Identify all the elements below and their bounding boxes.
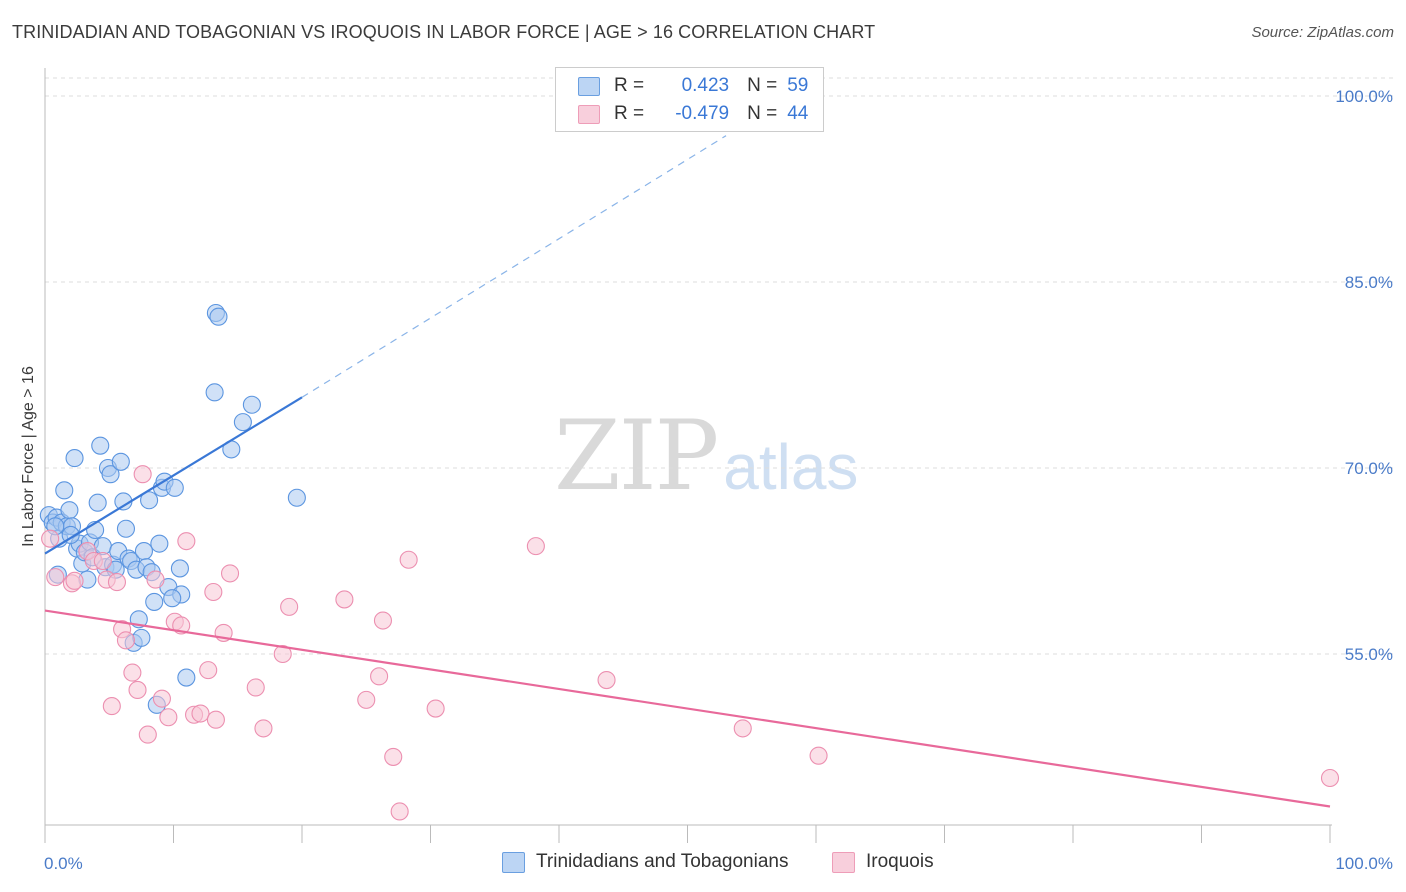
trinidadian-point — [101, 465, 120, 484]
iroquois-point — [246, 678, 265, 697]
series-legend: Trinidadians and Tobagonians Iroquois — [0, 851, 1406, 879]
iroquois-point — [335, 590, 354, 609]
iroquois-point — [370, 667, 389, 686]
legend-item-iroquois: Iroquois — [832, 851, 934, 873]
trinidadian-point — [205, 383, 224, 402]
y-tick-label: 85.0% — [1345, 273, 1393, 292]
trinidadian-point — [177, 668, 196, 687]
legend-label-iroquois: Iroquois — [866, 851, 934, 872]
r-value: 0.423 — [681, 75, 730, 96]
stats-legend: R = 0.423 N = 59 R = -0.479 N = 44 — [555, 67, 824, 132]
trinidadian-point — [165, 478, 184, 497]
iroquois-point — [526, 537, 545, 556]
trinidadian-point — [209, 307, 228, 326]
iroquois-point — [373, 611, 393, 630]
n-label: N = — [747, 103, 778, 124]
trinidadian-trend-line — [44, 396, 303, 555]
iroquois-point — [138, 725, 157, 744]
iroquois-point — [191, 704, 210, 723]
trinidadian-point — [132, 628, 151, 647]
n-value: 59 — [787, 75, 809, 96]
legend-swatch-iroquois — [832, 851, 855, 873]
iroquois-point — [152, 689, 171, 708]
watermark-atlas: atlas — [723, 431, 859, 503]
iroquois-point — [128, 680, 147, 700]
iroquois-trend-line — [44, 609, 1331, 808]
iroquois-point — [123, 663, 142, 682]
iroquois-point — [204, 582, 223, 602]
trinidadian-point — [91, 436, 110, 455]
iroquois-point — [733, 719, 752, 738]
iroquois-point — [384, 747, 403, 766]
iroquois-point — [102, 697, 121, 716]
iroquois-point — [273, 644, 292, 664]
trinidadian-point — [170, 559, 189, 578]
stats-legend-row-iroquois: R = -0.479 N = 44 — [578, 102, 808, 126]
y-tick-label: 70.0% — [1345, 459, 1393, 478]
y-tick-label: 55.0% — [1345, 645, 1393, 664]
iroquois-point — [146, 570, 165, 589]
iroquois-point — [357, 690, 376, 709]
trinidadian-point — [88, 493, 107, 512]
iroquois-point — [65, 571, 84, 590]
trinidadian-point — [150, 534, 169, 553]
iroquois-point — [177, 532, 196, 551]
iroquois-point — [254, 719, 273, 738]
watermark: ZIPatlas — [554, 400, 858, 512]
iroquois-point — [809, 746, 828, 765]
trinidadian-point — [140, 491, 159, 510]
iroquois-point — [280, 597, 299, 616]
iroquois-point — [399, 550, 418, 569]
legend-swatch-trinidadian — [578, 76, 600, 96]
iroquois-point — [199, 661, 218, 680]
legend-label-trinidadian: Trinidadians and Tobagonians — [536, 851, 789, 872]
iroquois-point — [133, 465, 152, 484]
trinidadian-point — [111, 452, 130, 471]
y-axis-label: In Labor Force | Age > 16 — [20, 366, 37, 547]
trinidadian-point — [61, 525, 80, 545]
watermark-zip: ZIP — [554, 400, 719, 512]
r-value: -0.479 — [675, 103, 730, 124]
trinidadian-point — [233, 413, 252, 432]
r-label: R = — [614, 75, 645, 96]
trinidadian-point — [116, 519, 136, 538]
trinidadian-point — [65, 449, 84, 468]
x-tick-label: 0.0% — [44, 854, 83, 873]
iroquois-point — [93, 551, 112, 571]
iroquois-point — [426, 699, 445, 718]
y-tick-label: 100.0% — [1335, 87, 1393, 106]
iroquois-point — [116, 631, 136, 650]
n-label: N = — [747, 75, 778, 96]
iroquois-point — [41, 529, 60, 548]
iroquois-point — [159, 708, 178, 727]
trinidadian-point — [60, 501, 79, 520]
trinidadian-point — [287, 488, 306, 507]
n-value: 44 — [787, 103, 809, 124]
trinidadian-point — [145, 592, 164, 611]
x-tick-label: 100.0% — [1335, 854, 1393, 873]
iroquois-point — [46, 568, 65, 587]
iroquois-point — [107, 573, 127, 592]
iroquois-point — [390, 802, 409, 821]
legend-swatch-trinidadian — [502, 851, 525, 873]
legend-item-trinidadian: Trinidadians and Tobagonians — [502, 851, 788, 873]
trinidadian-point — [242, 395, 261, 414]
chart-title: TRINIDADIAN AND TOBAGONIAN VS IROQUOIS I… — [12, 22, 876, 42]
legend-swatch-iroquois — [578, 104, 600, 124]
trinidadian-trend-extension — [301, 135, 727, 398]
trinidadian-point — [134, 542, 153, 561]
iroquois-point — [220, 564, 240, 583]
iroquois-point — [206, 710, 225, 729]
r-label: R = — [614, 103, 645, 124]
iroquois-point — [1320, 768, 1340, 788]
source-label: Source: ZipAtlas.com — [1251, 24, 1394, 41]
trinidadian-point — [55, 481, 74, 500]
iroquois-point — [597, 670, 616, 690]
trinidadian-point — [163, 589, 182, 608]
stats-legend-row-trinidadian: R = 0.423 N = 59 — [578, 74, 808, 98]
